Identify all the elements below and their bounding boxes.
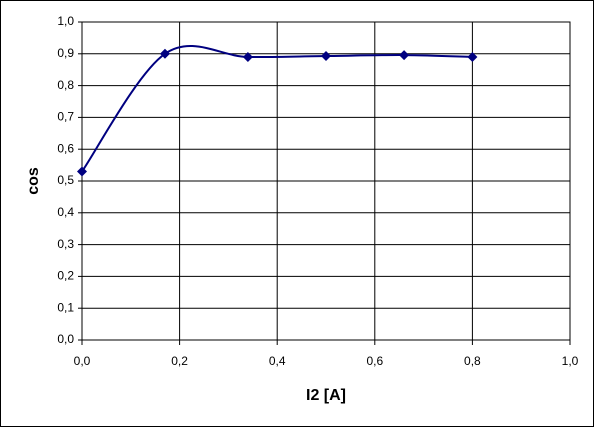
data-point (242, 51, 253, 62)
x-tick-label: 0,2 (171, 354, 188, 368)
data-point (77, 166, 87, 177)
x-tick-label: 0,6 (366, 354, 383, 368)
y-tick-label: 0,3 (57, 237, 74, 251)
y-tick-label: 0,9 (57, 46, 74, 60)
y-tick-label: 0,4 (57, 205, 74, 219)
y-tick-label: 0,6 (57, 141, 74, 155)
x-tick-label: 0,0 (74, 354, 91, 368)
x-tick-label: 0,4 (269, 354, 286, 368)
x-axis-title: I2 [A] (306, 387, 346, 404)
y-tick-label: 0,8 (57, 78, 74, 92)
x-tick-label: 1,0 (562, 354, 579, 368)
y-axis-title: cos (25, 167, 42, 195)
y-tick-label: 0,2 (57, 269, 74, 283)
y-tick-label: 0,7 (57, 110, 74, 124)
data-point (467, 51, 478, 62)
y-tick-label: 0,5 (57, 173, 74, 187)
data-point (399, 50, 410, 61)
y-tick-label: 0,1 (57, 300, 74, 314)
y-tick-label: 1,0 (57, 14, 74, 28)
x-tick-label: 0,8 (464, 354, 481, 368)
data-point (321, 51, 331, 62)
y-tick-label: 0,0 (57, 332, 74, 346)
data-point (159, 48, 170, 59)
